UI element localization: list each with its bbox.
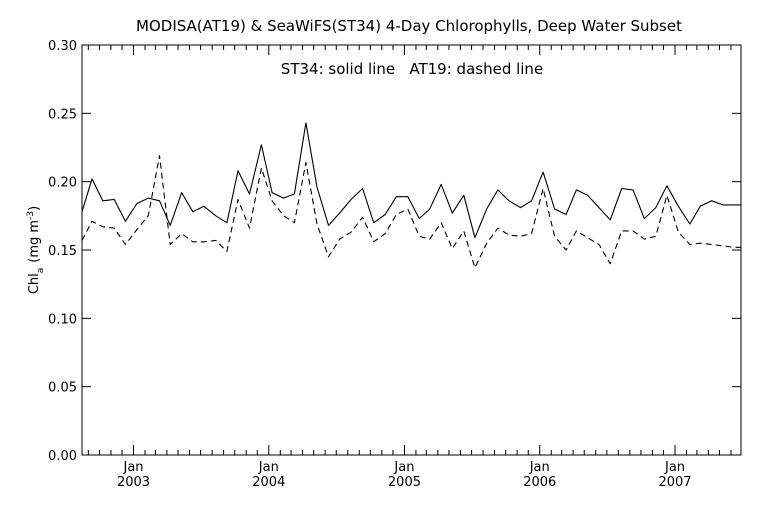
x-tick-month-label: Jan xyxy=(393,460,414,475)
y-axis-label-sup: -3 xyxy=(26,211,36,220)
x-tick-month-label: Jan xyxy=(122,460,143,475)
x-tick-year-label: 2006 xyxy=(523,475,556,490)
chart-title: MODISA(AT19) & SeaWiFS(ST34) 4-Day Chlor… xyxy=(136,17,682,35)
x-tick-year-label: 2007 xyxy=(658,475,691,490)
series-layer xyxy=(81,122,741,269)
legend-annotation: ST34: solid line AT19: dashed line xyxy=(281,60,543,78)
series-line-at19 xyxy=(81,155,741,269)
y-tick-label: 0.20 xyxy=(48,176,77,191)
x-tick-month-label: Jan xyxy=(258,460,279,475)
x-tick-year-label: 2003 xyxy=(117,475,150,490)
y-tick-label: 0.30 xyxy=(48,39,77,54)
x-tick-year-label: 2004 xyxy=(252,475,285,490)
x-tick-month-label: Jan xyxy=(529,460,550,475)
plot-frame xyxy=(81,44,742,456)
axes: 0.000.050.100.150.200.250.30Jan2003Jan20… xyxy=(48,39,742,490)
y-tick-label: 0.10 xyxy=(48,312,77,327)
series-line-st34 xyxy=(81,122,741,239)
y-tick-label: 0.25 xyxy=(48,107,77,122)
x-tick-year-label: 2005 xyxy=(388,475,421,490)
y-axis-label-unit: (mg m xyxy=(27,220,42,263)
y-tick-label: 0.05 xyxy=(48,381,77,396)
y-tick-label: 0.00 xyxy=(48,449,77,464)
y-axis-label-prefix: Chl xyxy=(27,273,42,294)
y-axis-label-sub: a xyxy=(36,268,46,274)
x-tick-month-label: Jan xyxy=(664,460,685,475)
y-axis-label: Chla (mg m-3) xyxy=(26,206,46,294)
y-tick-label: 0.15 xyxy=(48,244,77,259)
y-axis-label-close: ) xyxy=(27,206,42,211)
